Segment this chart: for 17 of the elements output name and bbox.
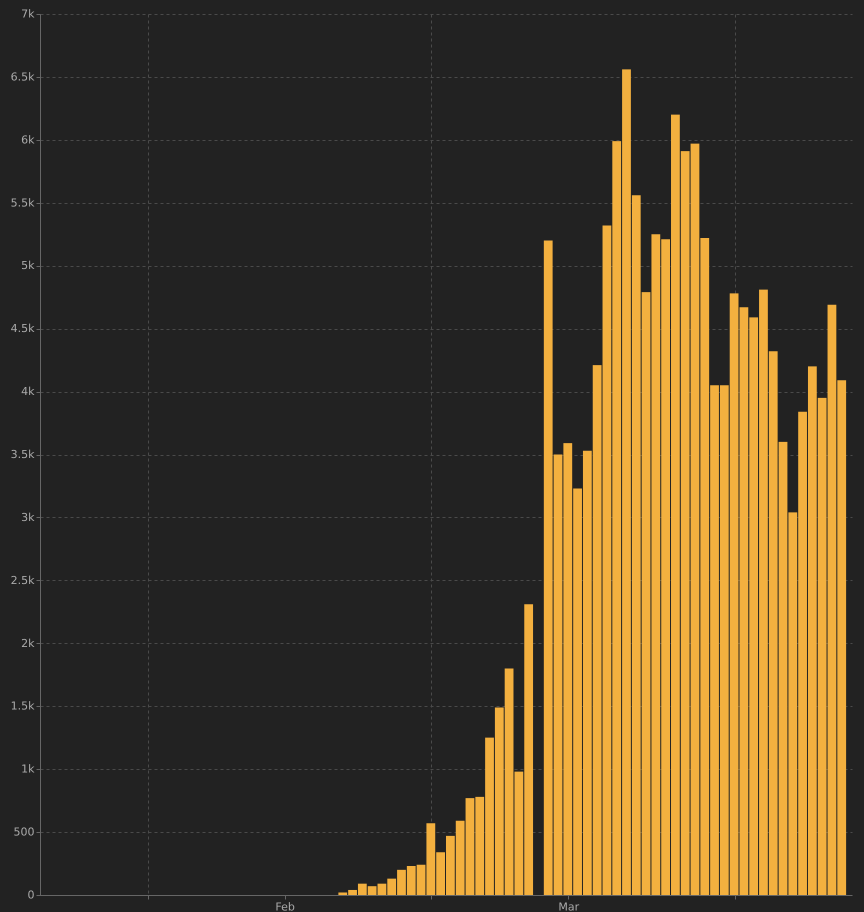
y-tick-label: 4.5k bbox=[10, 322, 36, 336]
y-tick-label: 6k bbox=[21, 133, 36, 146]
y-tick-label: 4k bbox=[21, 385, 36, 398]
y-tick-label: 2.5k bbox=[10, 574, 36, 587]
x-tick-label: Mar bbox=[558, 900, 580, 912]
y-tick-label: 3k bbox=[21, 510, 36, 524]
y-tick-label: 6.5k bbox=[10, 70, 36, 84]
y-tick-label: 0 bbox=[28, 888, 34, 902]
y-tick-label: 1.5k bbox=[10, 700, 36, 713]
y-tick-label: 5k bbox=[21, 259, 36, 272]
y-tick-label: 2k bbox=[21, 636, 36, 650]
y-tick-label: 1k bbox=[21, 762, 36, 776]
x-tick-label: Feb bbox=[275, 900, 295, 912]
y-tick-label: 500 bbox=[14, 826, 34, 839]
y-tick-label: 3.5k bbox=[10, 448, 36, 461]
y-tick-label: 7k bbox=[21, 8, 36, 20]
y-tick-label: 5.5k bbox=[10, 196, 36, 210]
